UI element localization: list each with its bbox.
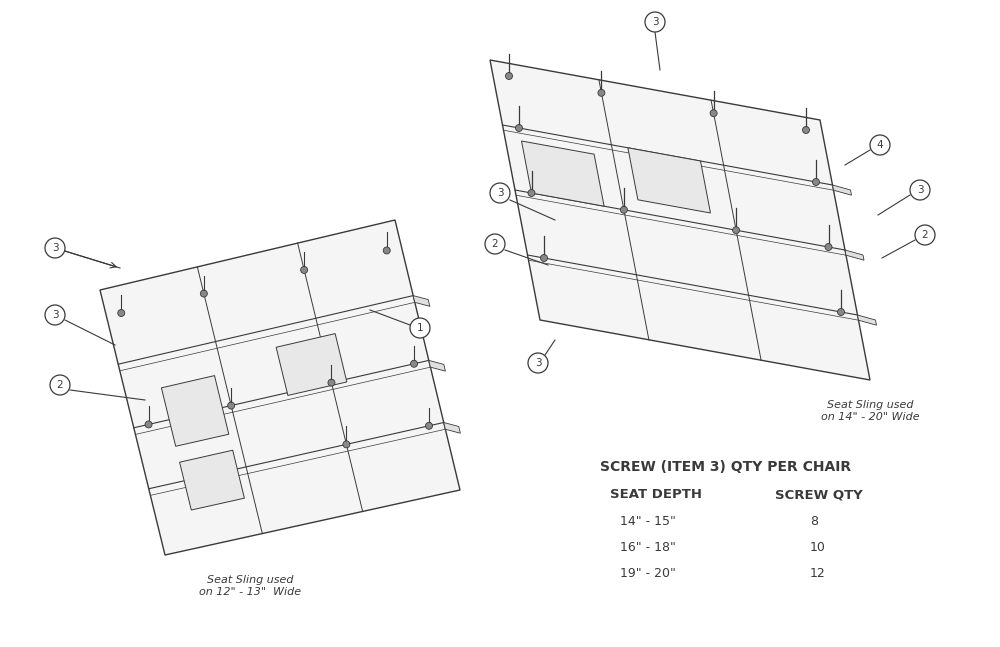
Polygon shape [276, 334, 347, 395]
Circle shape [328, 379, 335, 386]
Polygon shape [429, 360, 445, 371]
Circle shape [802, 127, 810, 133]
Text: SCREW (ITEM 3) QTY PER CHAIR: SCREW (ITEM 3) QTY PER CHAIR [600, 460, 851, 474]
Text: 4: 4 [877, 140, 883, 150]
Text: SCREW QTY: SCREW QTY [775, 488, 863, 501]
Polygon shape [858, 315, 876, 325]
Circle shape [620, 206, 627, 214]
Polygon shape [444, 422, 460, 433]
Circle shape [645, 12, 665, 32]
Polygon shape [490, 60, 870, 380]
Text: 2: 2 [57, 380, 63, 390]
Text: Seat Sling used
on 12" - 13"  Wide: Seat Sling used on 12" - 13" Wide [199, 575, 301, 597]
Circle shape [301, 267, 308, 274]
Circle shape [870, 135, 890, 155]
Text: 3: 3 [497, 188, 503, 198]
Circle shape [812, 179, 820, 186]
Circle shape [410, 318, 430, 338]
Text: 3: 3 [52, 310, 58, 320]
Circle shape [598, 89, 605, 96]
Circle shape [733, 226, 740, 234]
Circle shape [528, 353, 548, 373]
Circle shape [426, 422, 432, 430]
Polygon shape [413, 296, 430, 306]
Text: 19" - 20": 19" - 20" [620, 567, 676, 580]
Circle shape [200, 290, 207, 297]
Text: 14" - 15": 14" - 15" [620, 515, 676, 528]
Circle shape [383, 247, 390, 254]
Circle shape [343, 441, 350, 448]
Polygon shape [180, 450, 244, 510]
Polygon shape [161, 376, 229, 446]
Text: SEAT DEPTH: SEAT DEPTH [610, 488, 702, 501]
Polygon shape [100, 220, 460, 555]
Circle shape [540, 254, 548, 261]
Text: 10: 10 [810, 541, 826, 554]
Circle shape [118, 309, 125, 316]
Circle shape [838, 309, 844, 316]
Polygon shape [522, 141, 604, 206]
Circle shape [915, 225, 935, 245]
Text: 16" - 18": 16" - 18" [620, 541, 676, 554]
Polygon shape [832, 185, 852, 195]
Circle shape [516, 124, 522, 131]
Circle shape [910, 180, 930, 200]
Text: 3: 3 [652, 17, 658, 27]
Circle shape [145, 421, 152, 428]
Text: 3: 3 [52, 243, 58, 253]
Circle shape [411, 360, 418, 367]
Circle shape [485, 234, 505, 254]
Circle shape [528, 190, 535, 197]
Text: 3: 3 [535, 358, 541, 368]
Text: 2: 2 [922, 230, 928, 240]
Text: Seat Sling used
on 14" - 20" Wide: Seat Sling used on 14" - 20" Wide [821, 400, 919, 422]
Text: 8: 8 [810, 515, 818, 528]
Circle shape [45, 305, 65, 325]
Circle shape [710, 110, 717, 116]
Polygon shape [628, 148, 710, 213]
Circle shape [50, 375, 70, 395]
Circle shape [45, 238, 65, 258]
Circle shape [490, 183, 510, 203]
Circle shape [506, 72, 512, 80]
Text: 3: 3 [917, 185, 923, 195]
Circle shape [825, 243, 832, 250]
Text: 1: 1 [417, 323, 423, 333]
Text: 12: 12 [810, 567, 826, 580]
Polygon shape [845, 250, 864, 260]
Text: 2: 2 [492, 239, 498, 249]
Circle shape [228, 402, 235, 409]
